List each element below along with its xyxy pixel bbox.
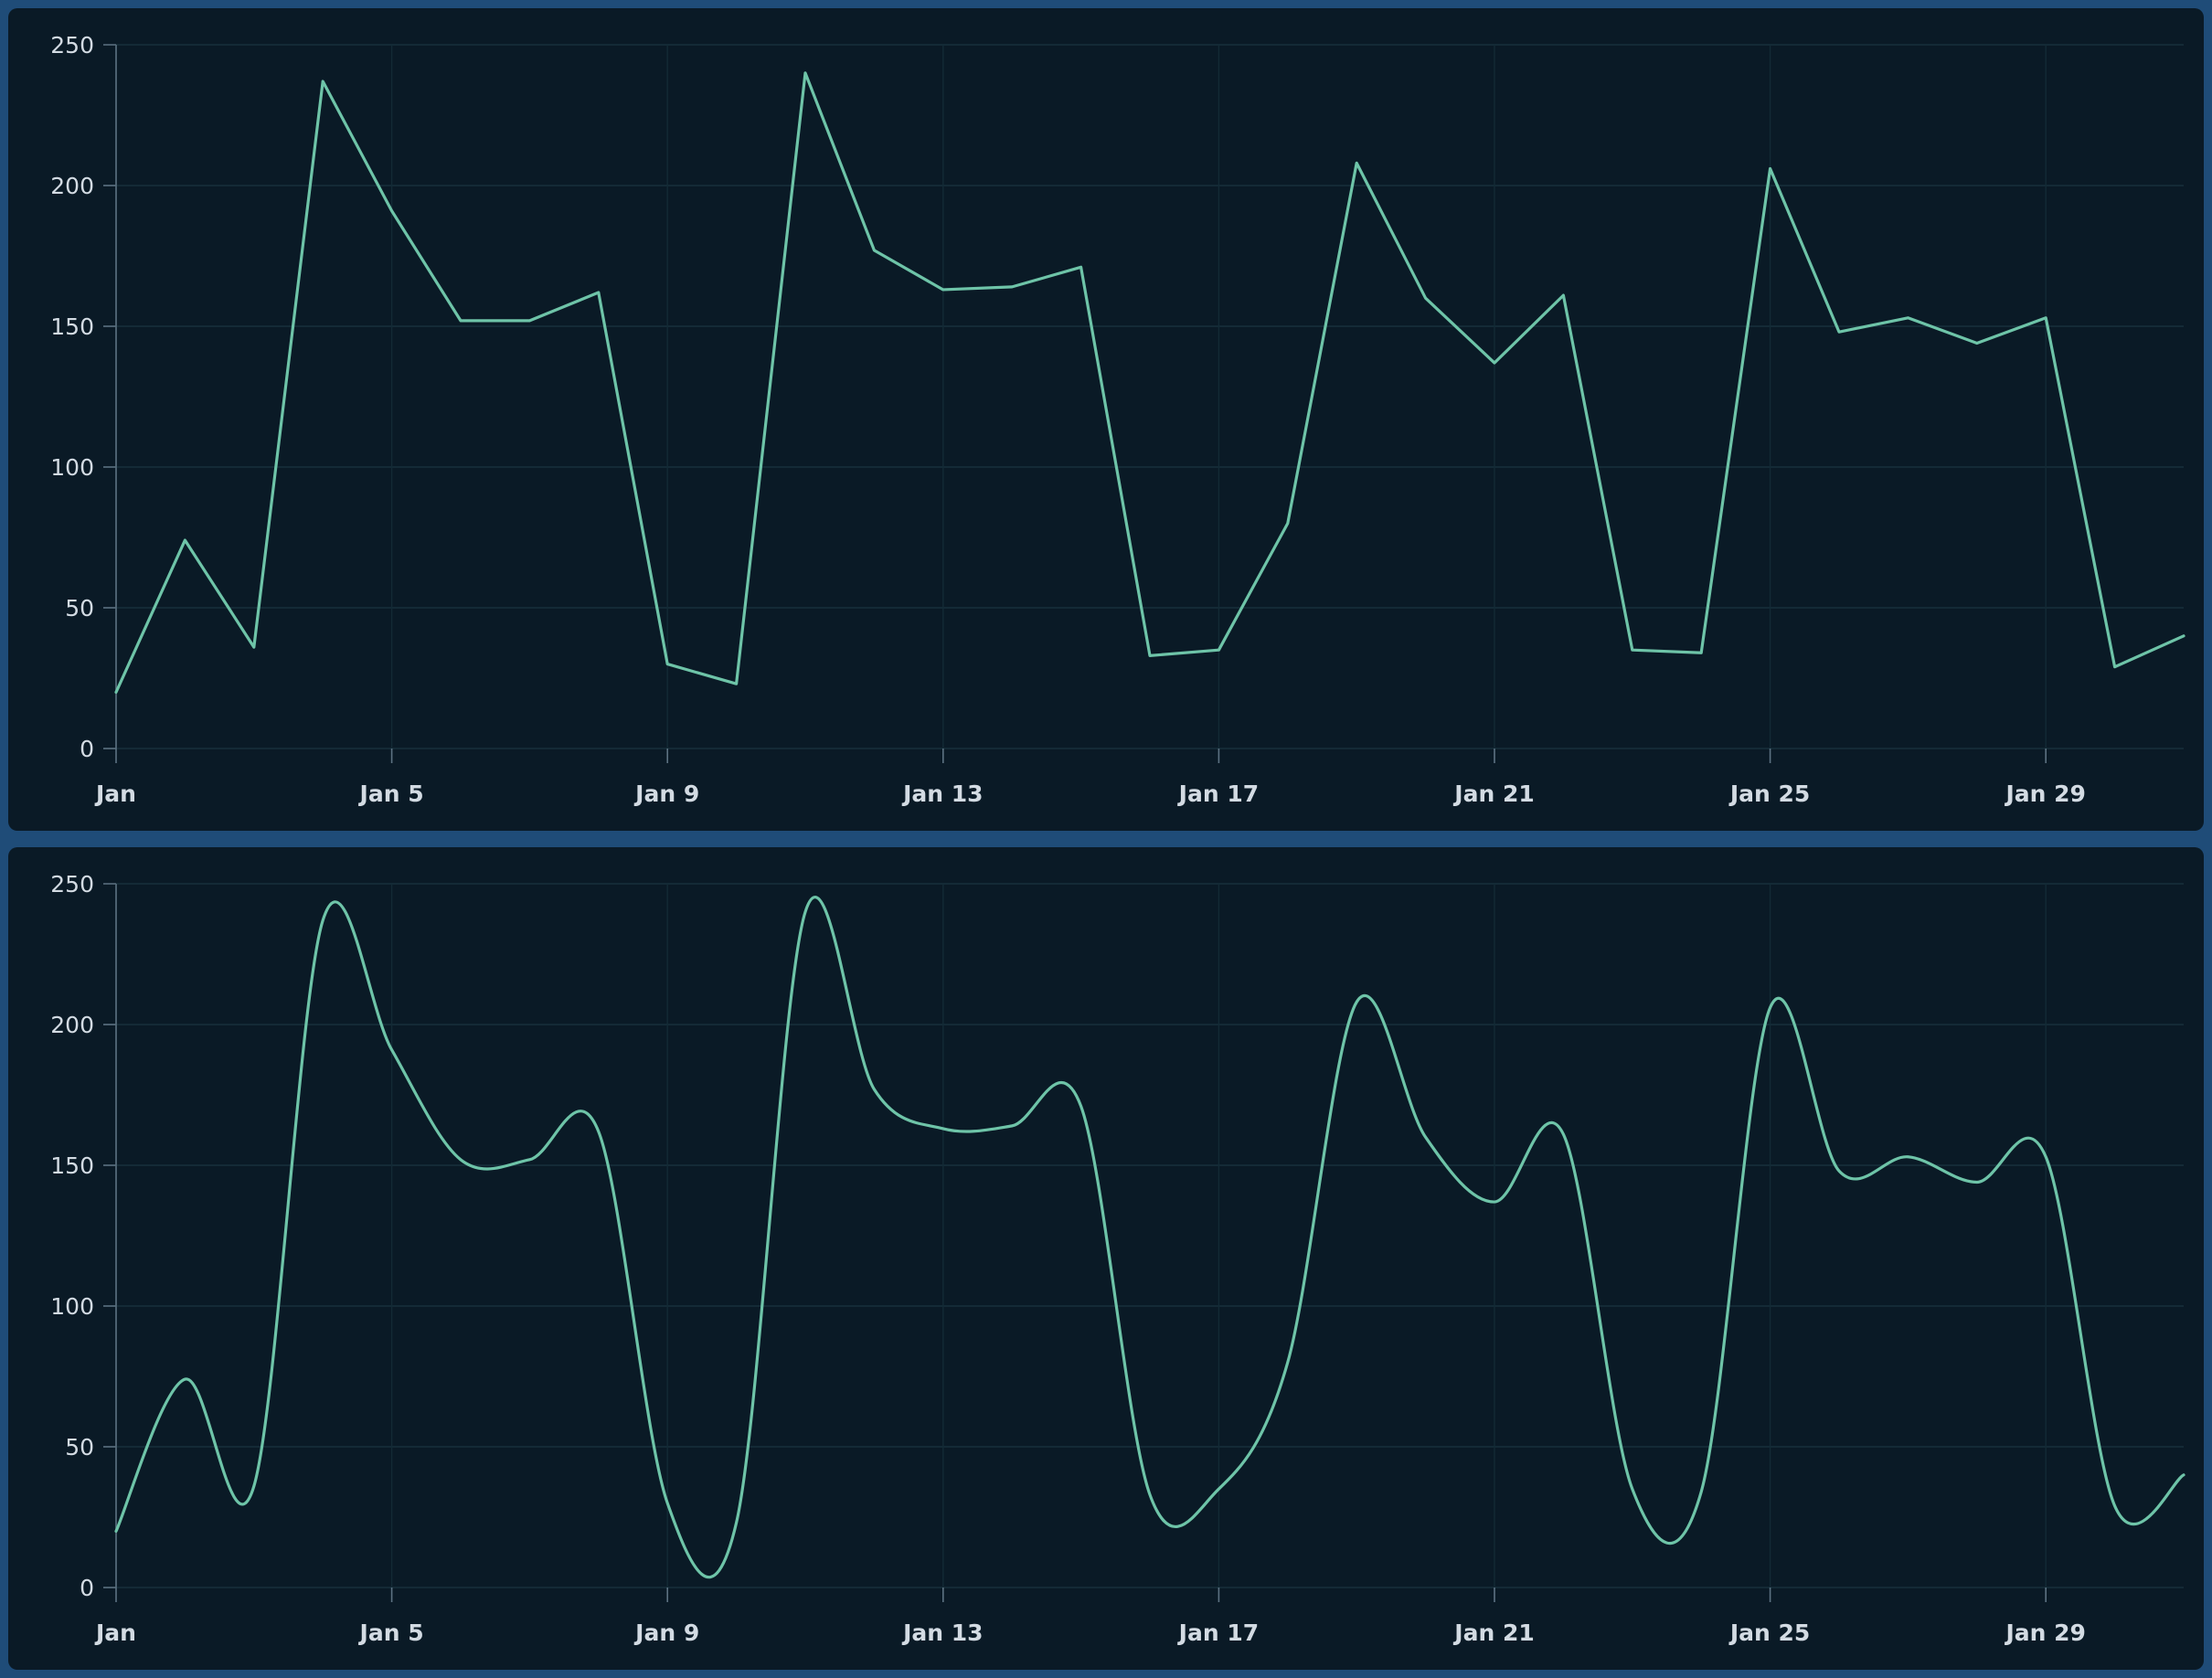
x-tick-label: Jan 17: [1177, 781, 1259, 807]
y-tick-label: 0: [80, 1575, 94, 1601]
y-tick-label: 100: [50, 1293, 94, 1320]
y-tick-label: 200: [50, 173, 94, 199]
x-tick-label: Jan 13: [901, 1620, 983, 1646]
x-tick-label: Jan 25: [1728, 1620, 1810, 1646]
y-tick-label: 50: [65, 1434, 94, 1460]
x-tick-label: Jan 25: [1728, 781, 1810, 807]
chart-panel-bottom[interactable]: 0 50 100 150 200 250 Jan Jan 5 Jan 9 Jan 13 Jan 17…: [8, 847, 2204, 1670]
x-tick-label: Jan 5: [358, 1620, 424, 1646]
x-tick-label: Jan 9: [633, 1620, 699, 1646]
y-tick-label: 100: [50, 454, 94, 481]
y-tick-label: 150: [50, 313, 94, 340]
line-chart-linear[interactable]: 0 50 100 150 200 250 Jan Jan 5 Jan 9 Jan 13 Jan 17…: [8, 8, 2204, 831]
x-tick-label: Jan 29: [2004, 1620, 2085, 1646]
x-tick-label: Jan: [94, 1620, 136, 1646]
x-tick-label: Jan 9: [633, 781, 699, 807]
y-tick-label: 0: [80, 736, 94, 762]
chart-panel-top[interactable]: 0 50 100 150 200 250 Jan Jan 5 Jan 9 Jan 13 Jan 17…: [8, 8, 2204, 831]
x-tick-label: Jan 21: [1452, 1620, 1534, 1646]
x-tick-label: Jan: [94, 781, 136, 807]
x-tick-label: Jan 21: [1452, 781, 1534, 807]
series-line-value[interactable]: [114, 896, 2185, 1579]
x-tick-label: Jan 29: [2004, 781, 2085, 807]
x-tick-label: Jan 17: [1177, 1620, 1259, 1646]
y-tick-label: 50: [65, 595, 94, 621]
y-tick-label: 200: [50, 1012, 94, 1038]
y-tick-label: 150: [50, 1152, 94, 1179]
x-tick-label: Jan 13: [901, 781, 983, 807]
y-tick-label: 250: [50, 32, 94, 58]
x-tick-label: Jan 5: [358, 781, 424, 807]
y-tick-label: 250: [50, 871, 94, 897]
series-line-value[interactable]: [114, 71, 2185, 694]
line-chart-smooth[interactable]: 0 50 100 150 200 250 Jan Jan 5 Jan 9 Jan 13 Jan 17…: [8, 847, 2204, 1670]
